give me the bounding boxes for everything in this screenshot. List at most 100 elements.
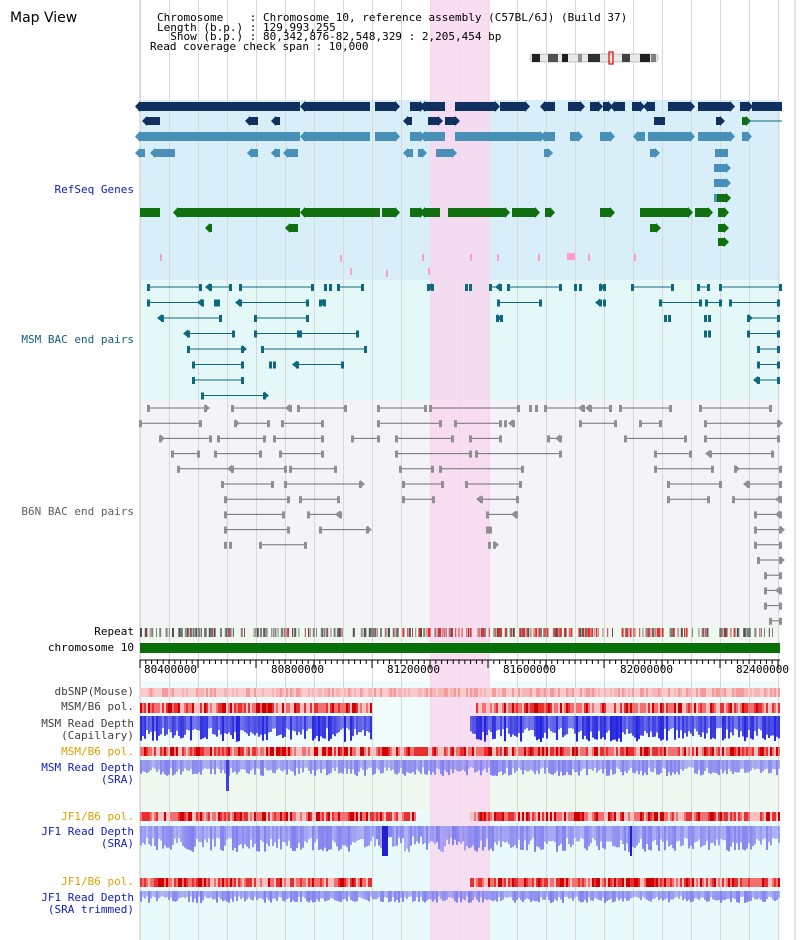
- dbsnp-track[interactable]: [378, 688, 380, 697]
- msm-b6-pol-track[interactable]: [596, 703, 598, 713]
- gene-body[interactable]: [654, 117, 665, 125]
- jf1-b6-pol-track[interactable]: [600, 812, 602, 821]
- dbsnp-track[interactable]: [634, 688, 636, 697]
- msm-b6-pol-sra-track[interactable]: [186, 747, 188, 756]
- msm-b6-pol-sra-track[interactable]: [600, 747, 602, 756]
- msm-b6-pol-track[interactable]: [346, 703, 348, 713]
- refseq-gene[interactable]: [418, 148, 427, 158]
- dbsnp-track[interactable]: [188, 688, 190, 697]
- jf1-b6-pol-trimmed-track[interactable]: [140, 878, 142, 887]
- jf1-b6-pol-trimmed-track[interactable]: [496, 878, 498, 887]
- jf1-b6-pol-trimmed-track[interactable]: [576, 878, 578, 887]
- jf1-b6-pol-trimmed-track[interactable]: [604, 878, 606, 887]
- msm-b6-pol-sra-track[interactable]: [578, 747, 580, 756]
- gene-body[interactable]: [545, 208, 550, 217]
- msm-bac-pair[interactable]: [214, 299, 220, 307]
- refseq-gene[interactable]: [173, 207, 300, 218]
- msm-b6-pol-track[interactable]: [288, 703, 290, 713]
- msm-b6-pol-track[interactable]: [564, 703, 566, 713]
- dbsnp-track[interactable]: [228, 688, 230, 697]
- dbsnp-track[interactable]: [744, 688, 746, 697]
- dbsnp-track[interactable]: [582, 688, 584, 697]
- gene-strand-arrow[interactable]: [271, 116, 276, 126]
- msm-b6-pol-sra-track[interactable]: [168, 747, 170, 756]
- dbsnp-track[interactable]: [226, 688, 228, 697]
- jf1-b6-pol-trimmed-track[interactable]: [238, 878, 240, 887]
- jf1-b6-pol-trimmed-track[interactable]: [726, 878, 728, 887]
- msm-b6-pol-sra-track[interactable]: [240, 747, 242, 756]
- msm-b6-pol-track[interactable]: [264, 703, 266, 713]
- jf1-b6-pol-trimmed-track[interactable]: [500, 878, 502, 887]
- jf1-b6-pol-trimmed-track[interactable]: [220, 878, 222, 887]
- dbsnp-track[interactable]: [344, 688, 346, 697]
- jf1-b6-pol-track[interactable]: [346, 812, 348, 821]
- jf1-b6-pol-trimmed-track[interactable]: [276, 878, 278, 887]
- msm-b6-pol-sra-track[interactable]: [702, 747, 704, 756]
- jf1-b6-pol-track[interactable]: [766, 812, 768, 821]
- msm-bac-pair[interactable]: [192, 377, 244, 384]
- msm-b6-pol-track[interactable]: [146, 703, 148, 713]
- gene-strand-arrow[interactable]: [300, 101, 305, 112]
- jf1-b6-pol-track[interactable]: [572, 812, 574, 821]
- jf1-b6-pol-track[interactable]: [680, 812, 682, 821]
- jf1-b6-pol-track[interactable]: [546, 812, 548, 821]
- jf1-b6-pol-track[interactable]: [762, 812, 764, 821]
- jf1-b6-pol-trimmed-track[interactable]: [550, 878, 552, 887]
- jf1-b6-pol-track[interactable]: [598, 812, 600, 821]
- jf1-b6-pol-trimmed-track[interactable]: [328, 878, 330, 887]
- jf1-b6-pol-trimmed-track[interactable]: [482, 878, 484, 887]
- msm-b6-pol-track[interactable]: [738, 703, 740, 713]
- dbsnp-track[interactable]: [158, 688, 160, 697]
- jf1-b6-pol-trimmed-track[interactable]: [770, 878, 772, 887]
- dbsnp-track[interactable]: [224, 688, 226, 697]
- refseq-gene[interactable]: [245, 116, 258, 126]
- jf1-b6-pol-track[interactable]: [344, 812, 346, 821]
- msm-b6-pol-sra-track[interactable]: [376, 747, 378, 756]
- jf1-b6-pol-trimmed-track[interactable]: [170, 878, 172, 887]
- refseq-gene[interactable]: [448, 207, 510, 218]
- dbsnp-track[interactable]: [546, 688, 548, 697]
- msm-b6-pol-sra-track[interactable]: [692, 747, 694, 756]
- msm-b6-pol-sra-track[interactable]: [224, 747, 226, 756]
- msm-b6-pol-sra-track[interactable]: [158, 747, 160, 756]
- msm-b6-pol-sra-track[interactable]: [550, 747, 552, 756]
- msm-b6-pol-track[interactable]: [694, 703, 696, 713]
- jf1-b6-pol-track[interactable]: [564, 812, 566, 821]
- msm-b6-pol-sra-track[interactable]: [330, 747, 332, 756]
- dbsnp-track[interactable]: [364, 688, 366, 697]
- jf1-b6-pol-trimmed-track[interactable]: [292, 878, 294, 887]
- dbsnp-track[interactable]: [256, 688, 258, 697]
- jf1-b6-pol-trimmed-track[interactable]: [214, 878, 216, 887]
- b6n-bac-pair[interactable]: [667, 496, 710, 504]
- jf1-b6-pol-track[interactable]: [368, 812, 370, 821]
- msm-bac-pair[interactable]: [747, 330, 780, 338]
- gene-body[interactable]: [252, 149, 258, 157]
- gene-strand-arrow[interactable]: [724, 207, 729, 218]
- jf1-b6-pol-track[interactable]: [280, 812, 282, 821]
- msm-b6-pol-track[interactable]: [286, 703, 288, 713]
- jf1-b6-pol-trimmed-track[interactable]: [684, 878, 686, 887]
- jf1-b6-pol-track[interactable]: [684, 812, 686, 821]
- msm-b6-pol-sra-track[interactable]: [424, 747, 426, 756]
- msm-b6-pol-track[interactable]: [690, 703, 692, 713]
- msm-b6-pol-sra-track[interactable]: [298, 747, 300, 756]
- refseq-genes-track[interactable]: [135, 101, 782, 277]
- msm-bac-pair[interactable]: [704, 330, 711, 338]
- jf1-b6-pol-trimmed-track[interactable]: [244, 878, 246, 887]
- jf1-b6-pol-track[interactable]: [412, 812, 414, 821]
- dbsnp-track[interactable]: [320, 688, 322, 697]
- b6n-bac-pair[interactable]: [465, 481, 522, 488]
- msm-b6-pol-sra-track[interactable]: [594, 747, 596, 756]
- msm-b6-pol-sra-track[interactable]: [380, 747, 382, 756]
- gene-body[interactable]: [742, 132, 747, 141]
- jf1-b6-pol-trimmed-track[interactable]: [710, 878, 712, 887]
- msm-b6-pol-track[interactable]: [770, 703, 772, 713]
- jf1-b6-pol-trimmed-track[interactable]: [730, 878, 732, 887]
- jf1-b6-pol-track[interactable]: [228, 812, 230, 821]
- dbsnp-track[interactable]: [596, 688, 598, 697]
- msm-b6-pol-track[interactable]: [352, 703, 354, 713]
- msm-b6-pol-track[interactable]: [708, 703, 710, 713]
- dbsnp-track[interactable]: [476, 688, 478, 697]
- msm-b6-pol-sra-track[interactable]: [206, 747, 208, 756]
- jf1-b6-pol-trimmed-track[interactable]: [150, 878, 152, 887]
